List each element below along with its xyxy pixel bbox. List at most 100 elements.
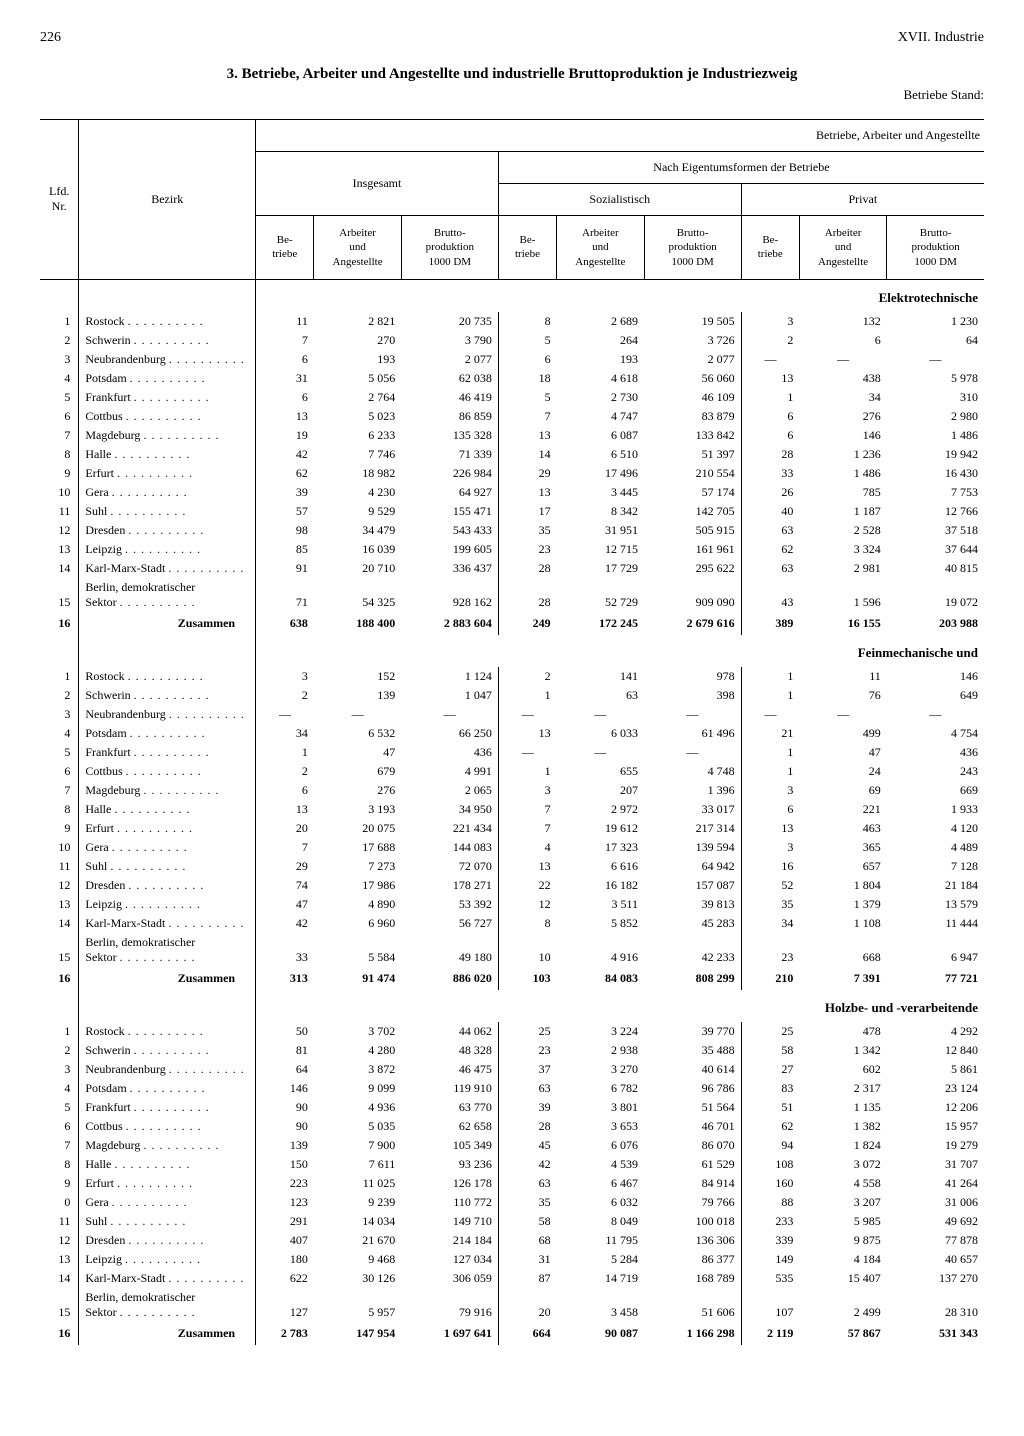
table-cell: 16 <box>741 857 799 876</box>
table-row: 8Halle 1507 61193 236424 53961 5291083 0… <box>40 1155 984 1174</box>
table-cell: 63 <box>741 521 799 540</box>
table-cell: 136 306 <box>644 1231 741 1250</box>
table-cell: 1 486 <box>887 426 984 445</box>
table-cell: 47 <box>314 743 401 762</box>
table-cell: 8 <box>498 914 556 933</box>
table-cell: 180 <box>256 1250 314 1269</box>
table-cell: 85 <box>256 540 314 559</box>
table-cell: 45 <box>498 1136 556 1155</box>
table-cell: 16 155 <box>799 612 886 635</box>
table-cell: 4 120 <box>887 819 984 838</box>
table-cell: 139 <box>256 1136 314 1155</box>
table-cell: 28 <box>498 1117 556 1136</box>
row-nr: 14 <box>40 559 79 578</box>
bezirk-label: Schwerin <box>79 686 256 705</box>
table-cell: 51 606 <box>644 1305 741 1322</box>
table-cell: 3 <box>741 838 799 857</box>
table-cell: 535 <box>741 1269 799 1288</box>
table-cell: 105 349 <box>401 1136 498 1155</box>
table-cell: 3 324 <box>799 540 886 559</box>
bezirk-label: Gera <box>79 1193 256 1212</box>
section-label: Elektrotechnische <box>256 279 984 312</box>
sum-label: Zusammen <box>79 1322 256 1345</box>
table-cell: 63 770 <box>401 1098 498 1117</box>
header-brutto-1: Brutto- produktion 1000 DM <box>401 216 498 280</box>
row-nr: 13 <box>40 895 79 914</box>
table-cell: 31 006 <box>887 1193 984 1212</box>
table-cell: 17 323 <box>557 838 644 857</box>
section-label: Holzbe- und -verarbeitende <box>256 990 984 1022</box>
table-cell: 221 434 <box>401 819 498 838</box>
table-cell: 2 938 <box>557 1041 644 1060</box>
table-cell: 19 072 <box>887 595 984 612</box>
table-cell: 6 <box>498 350 556 369</box>
table-cell: 217 314 <box>644 819 741 838</box>
table-row: 6Cottbus 26794 99116554 748124243 <box>40 762 984 781</box>
table-cell: 6 087 <box>557 426 644 445</box>
table-cell: 9 239 <box>314 1193 401 1212</box>
bezirk-label: Berlin, demokratischer <box>79 1288 256 1305</box>
row-nr: 1 <box>40 1022 79 1041</box>
bezirk-label: Erfurt <box>79 1174 256 1193</box>
table-cell: 16 039 <box>314 540 401 559</box>
row-nr: 6 <box>40 1117 79 1136</box>
table-cell: 7 900 <box>314 1136 401 1155</box>
table-cell: 13 <box>256 800 314 819</box>
bezirk-label: Schwerin <box>79 331 256 350</box>
table-cell: 29 <box>256 857 314 876</box>
table-cell: 438 <box>799 369 886 388</box>
table-cell: 168 789 <box>644 1269 741 1288</box>
table-cell: 28 <box>741 445 799 464</box>
table-cell: — <box>887 350 984 369</box>
table-cell: 58 <box>498 1212 556 1231</box>
table-cell: 68 <box>498 1231 556 1250</box>
table-cell: 1 396 <box>644 781 741 800</box>
bezirk-label: Sektor <box>79 950 256 967</box>
table-row: 9Erfurt 22311 025126 178636 46784 914160… <box>40 1174 984 1193</box>
header-brutto-2: Brutto- produktion 1000 DM <box>644 216 741 280</box>
table-row: 2Schwerin 21391 047163398176649 <box>40 686 984 705</box>
table-cell: 1 <box>741 686 799 705</box>
bezirk-label: Gera <box>79 483 256 502</box>
table-cell: 42 233 <box>644 950 741 967</box>
row-nr: 9 <box>40 819 79 838</box>
table-cell: 3 270 <box>557 1060 644 1079</box>
row-nr: 15 <box>40 1305 79 1322</box>
table-cell: 1 486 <box>799 464 886 483</box>
table-cell: 978 <box>644 667 741 686</box>
table-cell: 66 250 <box>401 724 498 743</box>
page-header: 226 XVII. Industrie <box>40 30 984 46</box>
bezirk-label: Karl-Marx-Stadt <box>79 1269 256 1288</box>
table-cell: 63 <box>498 1079 556 1098</box>
table-row: 5Frankfurt 147436———147436 <box>40 743 984 762</box>
row-nr: 8 <box>40 800 79 819</box>
table-cell: 127 <box>256 1305 314 1322</box>
table-cell: 87 <box>498 1269 556 1288</box>
bezirk-label: Frankfurt <box>79 388 256 407</box>
table-cell: 336 437 <box>401 559 498 578</box>
table-cell: 4 230 <box>314 483 401 502</box>
table-cell: 23 <box>741 950 799 967</box>
table-cell: 436 <box>401 743 498 762</box>
table-cell: 31 <box>498 1250 556 1269</box>
table-cell: 31 <box>256 369 314 388</box>
table-cell: 17 729 <box>557 559 644 578</box>
table-cell: 306 059 <box>401 1269 498 1288</box>
table-cell: 226 984 <box>401 464 498 483</box>
table-row: 4Potsdam 315 05662 038184 61856 06013438… <box>40 369 984 388</box>
table-cell: — <box>256 705 314 724</box>
table-cell: 18 <box>498 369 556 388</box>
table-cell: — <box>498 743 556 762</box>
table-cell: 96 786 <box>644 1079 741 1098</box>
bezirk-label: Sektor <box>79 1305 256 1322</box>
table-row: 4Potsdam 346 53266 250136 03361 49621499… <box>40 724 984 743</box>
table-cell: 10 <box>498 950 556 967</box>
table-cell: 313 <box>256 967 314 990</box>
table-cell: 203 988 <box>887 612 984 635</box>
table-cell: 37 644 <box>887 540 984 559</box>
row-nr: 2 <box>40 1041 79 1060</box>
table-cell: 21 184 <box>887 876 984 895</box>
table-cell: 46 419 <box>401 388 498 407</box>
header-betriebe-2: Be- triebe <box>498 216 556 280</box>
table-cell: 214 184 <box>401 1231 498 1250</box>
